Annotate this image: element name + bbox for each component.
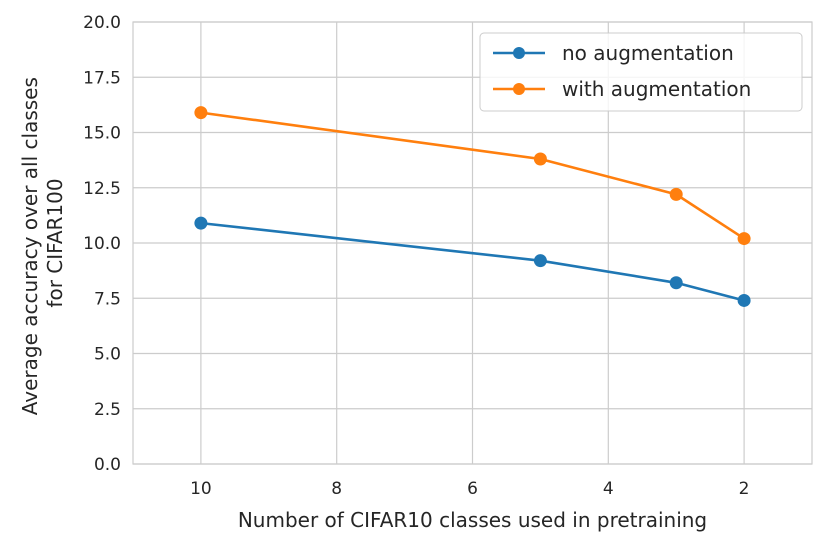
legend-marker-with-augmentation [513,83,525,95]
data-point [669,187,683,201]
x-tick-label: 6 [467,479,478,499]
data-point [737,232,751,246]
series-line-1 [200,111,745,240]
y-tick-label: 17.5 [83,68,121,88]
x-tick-label: 10 [190,479,212,499]
series-lines [194,106,751,307]
data-point [533,254,547,268]
legend-marker-no-augmentation [513,47,525,59]
y-tick-label: 15.0 [83,124,121,144]
y-tick-label: 12.5 [83,179,121,199]
legend-label-no-augmentation: no augmentation [562,41,734,65]
data-point [669,276,683,290]
y-tick-label: 7.5 [94,289,121,309]
x-tick-label: 2 [739,479,750,499]
tick-labels: 0.0 2.5 5.0 7.5 10.0 12.5 15.0 17.5 20.0 10 8 6 4 2 [83,13,749,499]
x-tick-label: 8 [331,479,342,499]
data-point [194,216,208,230]
y-axis-label-line-1: Average accuracy over all classes [18,77,42,415]
x-tick-label: 4 [603,479,614,499]
data-point [533,152,547,166]
y-axis-label: Average accuracy over all classes for CI… [18,71,67,416]
y-tick-label: 0.0 [94,455,121,475]
y-tick-label: 20.0 [83,13,121,33]
y-axis-label-line-2: for CIFAR100 [43,178,67,307]
legend-label-with-augmentation: with augmentation [562,77,751,101]
y-tick-label: 2.5 [94,400,121,420]
data-point [737,293,751,307]
data-point [194,106,208,120]
y-tick-label: 10.0 [83,234,121,254]
y-tick-label: 5.0 [94,345,121,365]
series-line-0 [200,221,745,302]
plot-area-frame [132,21,813,465]
legend-frame [479,32,803,112]
legend: no augmentation with augmentation [479,32,803,112]
x-axis-label: Number of CIFAR10 classes used in pretra… [238,508,707,532]
